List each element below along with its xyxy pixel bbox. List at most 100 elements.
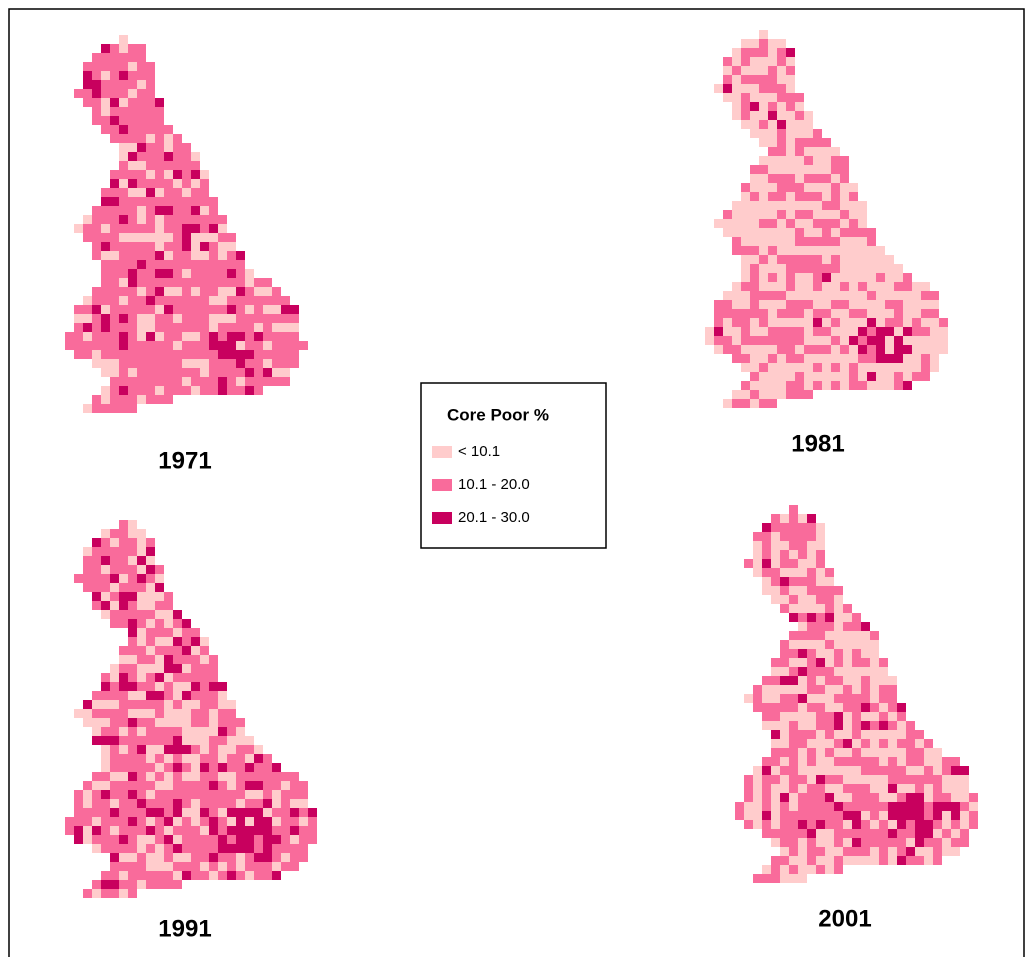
map-cell	[861, 658, 870, 667]
map-cell	[155, 574, 164, 583]
map-cell	[804, 336, 813, 345]
map-cell	[83, 835, 92, 844]
map-cell	[798, 577, 807, 586]
map-cell	[867, 363, 876, 372]
map-cell	[227, 709, 236, 718]
map-cell	[771, 811, 780, 820]
map-cell	[732, 354, 741, 363]
map-cell	[915, 784, 924, 793]
map-cell	[119, 835, 128, 844]
map-cell	[191, 296, 200, 305]
map-cell	[200, 323, 209, 332]
map-cell	[798, 820, 807, 829]
map-cell	[92, 772, 101, 781]
map-cell	[110, 188, 119, 197]
map-cell	[912, 291, 921, 300]
map-cell	[254, 853, 263, 862]
map-cell	[236, 368, 245, 377]
legend-label: < 10.1	[458, 443, 500, 460]
map-cell	[101, 826, 110, 835]
map-cell	[825, 658, 834, 667]
map-cell	[146, 179, 155, 188]
map-cell	[83, 556, 92, 565]
map-cell	[74, 332, 83, 341]
map-cell	[119, 377, 128, 386]
map-cell	[191, 170, 200, 179]
map-cell	[867, 237, 876, 246]
map-cell	[903, 291, 912, 300]
map-cell	[254, 844, 263, 853]
map-cell	[110, 781, 119, 790]
map-cell	[759, 174, 768, 183]
map-cell	[924, 775, 933, 784]
map-cell	[227, 862, 236, 871]
map-cell	[906, 838, 915, 847]
map-cell	[92, 350, 101, 359]
map-cell	[101, 844, 110, 853]
map-cell	[146, 763, 155, 772]
map-cell	[65, 341, 74, 350]
map-cell	[840, 372, 849, 381]
map-cell	[164, 772, 173, 781]
map-cell	[849, 309, 858, 318]
map-cell	[888, 766, 897, 775]
map-cell	[254, 287, 263, 296]
map-cell	[254, 871, 263, 880]
map-cell	[804, 363, 813, 372]
map-cell	[92, 233, 101, 242]
map-cell	[780, 649, 789, 658]
map-cell	[939, 318, 948, 327]
map-cell	[245, 386, 254, 395]
map-cell	[825, 856, 834, 865]
map-cell	[870, 676, 879, 685]
map-cell	[200, 251, 209, 260]
map-cell	[119, 404, 128, 413]
map-cell	[119, 529, 128, 538]
map	[65, 520, 317, 898]
map-cell	[780, 748, 789, 757]
map-cell	[771, 595, 780, 604]
map-cell	[780, 739, 789, 748]
map-cell	[236, 826, 245, 835]
map-cell	[897, 712, 906, 721]
map-cell	[137, 682, 146, 691]
map-cell	[894, 381, 903, 390]
map-cell	[119, 880, 128, 889]
map-cell	[92, 224, 101, 233]
map-cell	[137, 547, 146, 556]
map-cell	[245, 853, 254, 862]
map-cell	[795, 201, 804, 210]
map-cell	[119, 341, 128, 350]
map-cell	[164, 251, 173, 260]
map-cell	[290, 799, 299, 808]
map-cell	[843, 766, 852, 775]
map-cell	[191, 718, 200, 727]
map-cell	[879, 829, 888, 838]
map-cell	[750, 237, 759, 246]
map-cell	[83, 700, 92, 709]
map-cell	[762, 568, 771, 577]
map-cell	[786, 237, 795, 246]
map-cell	[101, 242, 110, 251]
map-cell	[876, 336, 885, 345]
map-cell	[723, 66, 732, 75]
map-cell	[119, 197, 128, 206]
map-cell	[173, 188, 182, 197]
map-cell	[867, 228, 876, 237]
map-cell	[200, 188, 209, 197]
map-cell	[182, 664, 191, 673]
map-cell	[834, 811, 843, 820]
map-cell	[119, 233, 128, 242]
map-cell	[101, 700, 110, 709]
map-cell	[155, 799, 164, 808]
map-cell	[110, 772, 119, 781]
map-cell	[894, 336, 903, 345]
map-cell	[236, 350, 245, 359]
map-cell	[759, 30, 768, 39]
map-cell	[182, 682, 191, 691]
map-cell	[759, 210, 768, 219]
map-cell	[74, 314, 83, 323]
map-cell	[119, 889, 128, 898]
map-cell	[128, 565, 137, 574]
map-cell	[795, 318, 804, 327]
